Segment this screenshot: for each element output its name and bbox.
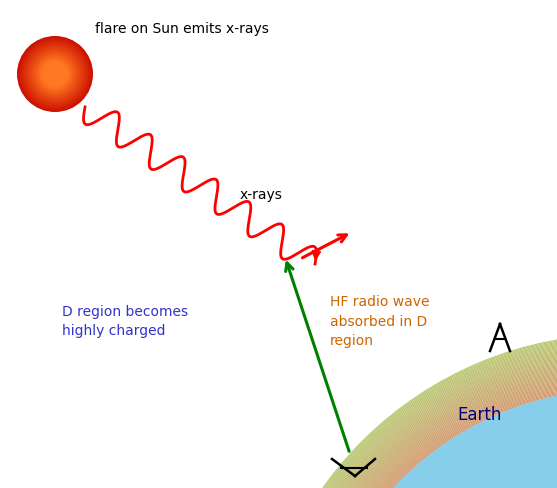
- Circle shape: [22, 42, 88, 108]
- Circle shape: [40, 60, 70, 90]
- Wedge shape: [301, 381, 557, 488]
- Wedge shape: [275, 354, 557, 488]
- Circle shape: [29, 49, 81, 101]
- Wedge shape: [276, 355, 557, 488]
- Wedge shape: [297, 376, 557, 488]
- Wedge shape: [291, 370, 557, 488]
- Wedge shape: [306, 385, 557, 488]
- Wedge shape: [273, 353, 557, 488]
- Wedge shape: [286, 365, 557, 488]
- Circle shape: [38, 58, 72, 92]
- Wedge shape: [270, 350, 557, 488]
- Wedge shape: [256, 335, 557, 488]
- Text: Earth: Earth: [458, 405, 502, 423]
- Wedge shape: [282, 362, 557, 488]
- Wedge shape: [298, 377, 557, 488]
- Circle shape: [42, 61, 69, 88]
- Wedge shape: [277, 356, 557, 488]
- Text: x-rays: x-rays: [240, 187, 283, 202]
- Wedge shape: [300, 379, 557, 488]
- Circle shape: [39, 59, 71, 91]
- Circle shape: [18, 38, 92, 112]
- Wedge shape: [263, 342, 557, 488]
- Circle shape: [23, 43, 87, 107]
- Wedge shape: [304, 383, 557, 488]
- Circle shape: [35, 55, 75, 95]
- Wedge shape: [278, 357, 557, 488]
- Wedge shape: [279, 359, 557, 488]
- Wedge shape: [264, 343, 557, 488]
- Circle shape: [26, 46, 84, 103]
- Text: flare on Sun emits x-rays: flare on Sun emits x-rays: [95, 22, 269, 36]
- Wedge shape: [287, 366, 557, 488]
- Wedge shape: [258, 338, 557, 488]
- Circle shape: [30, 50, 80, 100]
- Circle shape: [19, 39, 91, 111]
- Wedge shape: [262, 341, 557, 488]
- Wedge shape: [260, 339, 557, 488]
- Circle shape: [24, 44, 86, 106]
- Circle shape: [36, 56, 74, 94]
- Wedge shape: [289, 368, 557, 488]
- Wedge shape: [261, 340, 557, 488]
- Circle shape: [26, 45, 85, 104]
- Wedge shape: [265, 344, 557, 488]
- Circle shape: [32, 51, 79, 98]
- Wedge shape: [271, 351, 557, 488]
- Wedge shape: [267, 346, 557, 488]
- Circle shape: [41, 61, 69, 89]
- Wedge shape: [288, 367, 557, 488]
- Wedge shape: [290, 369, 557, 488]
- Wedge shape: [255, 334, 557, 488]
- Wedge shape: [302, 382, 557, 488]
- Circle shape: [28, 48, 82, 102]
- Circle shape: [37, 57, 72, 92]
- Circle shape: [21, 41, 90, 109]
- Text: D region becomes
highly charged: D region becomes highly charged: [62, 305, 188, 338]
- Wedge shape: [269, 348, 557, 488]
- Wedge shape: [268, 347, 557, 488]
- Wedge shape: [257, 337, 557, 488]
- Circle shape: [25, 44, 85, 105]
- Circle shape: [21, 41, 89, 108]
- Wedge shape: [295, 374, 557, 488]
- Circle shape: [37, 57, 74, 93]
- Circle shape: [310, 389, 557, 488]
- Circle shape: [31, 51, 79, 99]
- Wedge shape: [296, 375, 557, 488]
- Circle shape: [17, 37, 93, 113]
- Wedge shape: [307, 386, 557, 488]
- Wedge shape: [266, 346, 557, 488]
- Wedge shape: [284, 363, 557, 488]
- Circle shape: [34, 54, 76, 96]
- Circle shape: [27, 47, 83, 102]
- Wedge shape: [292, 372, 557, 488]
- Wedge shape: [281, 361, 557, 488]
- Wedge shape: [294, 373, 557, 488]
- Text: HF radio wave
absorbed in D
region: HF radio wave absorbed in D region: [330, 294, 429, 347]
- Wedge shape: [299, 378, 557, 488]
- Wedge shape: [272, 352, 557, 488]
- Wedge shape: [280, 360, 557, 488]
- Circle shape: [32, 52, 77, 98]
- Wedge shape: [285, 364, 557, 488]
- Wedge shape: [305, 384, 557, 488]
- Wedge shape: [309, 388, 557, 488]
- Circle shape: [33, 53, 77, 97]
- Circle shape: [19, 40, 90, 110]
- Wedge shape: [308, 387, 557, 488]
